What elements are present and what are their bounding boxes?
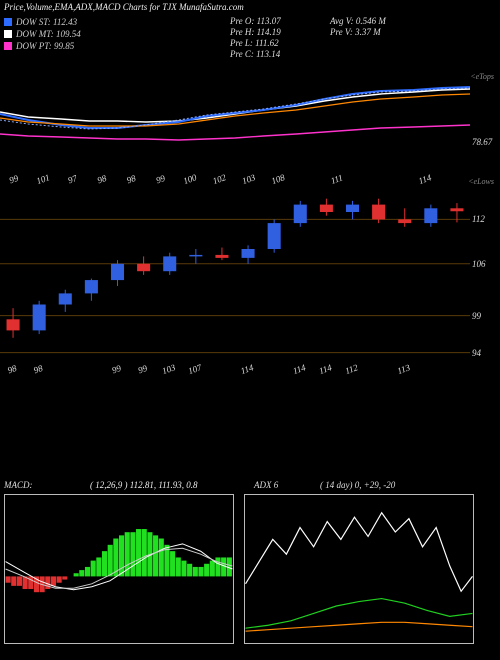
svg-text:114: 114 [318,362,334,376]
svg-text:114: 114 [292,362,308,376]
svg-text:99: 99 [137,363,149,376]
page-title: Price,Volume,EMA,ADX,MACD Charts for TJX… [4,2,244,12]
svg-text:98: 98 [6,363,18,376]
svg-text:114: 114 [239,362,255,376]
adx-params: ( 14 day) 0, +29, -20 [320,480,395,490]
macd-chart [4,494,234,644]
ema-y-label: 78.67 [472,137,492,147]
svg-text:99: 99 [111,363,123,376]
svg-text:113: 113 [396,362,412,376]
svg-text:107: 107 [187,362,204,376]
ema-chart: 9910197989899100102103108111114 [0,70,500,188]
ema-tag: <eTops [470,72,494,81]
svg-text:103: 103 [161,362,178,376]
candlestick-chart: 98 98 99 99 103 107 114 114 114 112 113 [0,175,500,378]
svg-text:112: 112 [344,362,360,376]
svg-text:98: 98 [32,363,44,376]
candle-tag: <eLows [468,177,494,186]
legend: DOW ST: 112.43DOW MT: 109.54DOW PT: 99.8… [4,16,81,52]
adx-chart [244,494,474,644]
macd-label: MACD: [4,480,33,490]
stats-vol: Avg V: 0.546 MPre V: 3.37 M [330,16,386,38]
macd-params: ( 12,26,9 ) 112.81, 111.93, 0.8 [90,480,198,490]
stats-ohlc: Pre O: 113.07Pre H: 114.19Pre L: 111.62P… [230,16,281,60]
adx-label: ADX 6 [254,480,278,490]
